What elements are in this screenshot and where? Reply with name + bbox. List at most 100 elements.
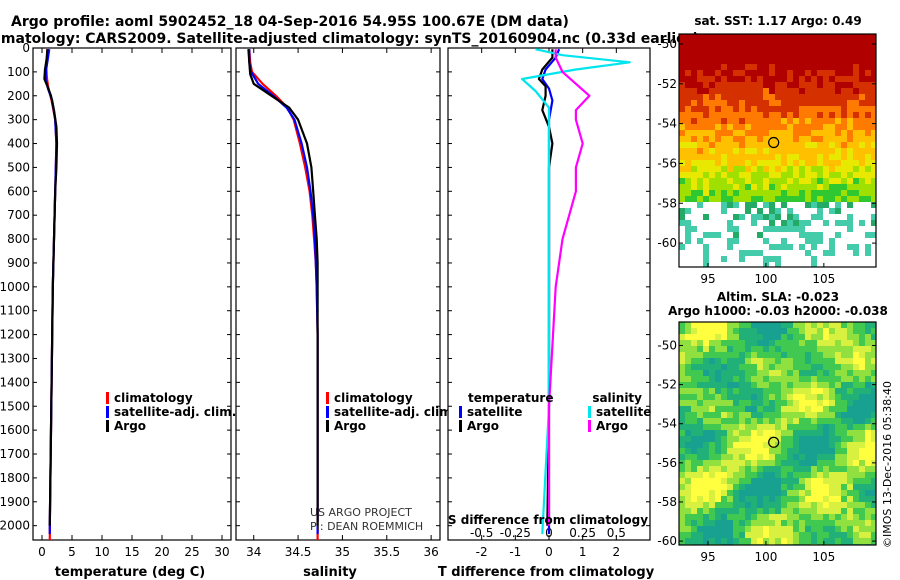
- map-cell: [847, 532, 853, 538]
- map-cell: [703, 232, 709, 238]
- map-cell: [691, 130, 697, 136]
- map-cell: [835, 538, 841, 544]
- map-cell: [835, 76, 841, 82]
- map-cell: [769, 424, 775, 430]
- map-cell: [811, 376, 817, 382]
- map-cell: [679, 76, 685, 82]
- map-cell: [703, 46, 709, 52]
- map-cell: [823, 340, 829, 346]
- map-cell: [715, 388, 721, 394]
- map-cell: [835, 70, 841, 76]
- map-cell: [757, 376, 763, 382]
- map-cell: [859, 160, 865, 166]
- map-cell: [847, 352, 853, 358]
- map-cell: [871, 340, 876, 346]
- map-cell: [781, 400, 787, 406]
- map-cell: [847, 118, 853, 124]
- map-cell: [721, 430, 727, 436]
- map-cell: [703, 40, 709, 46]
- map-cell: [763, 484, 769, 490]
- map-cell: [859, 184, 865, 190]
- map-cell: [781, 448, 787, 454]
- map-cell: [817, 430, 823, 436]
- sal-legend-swatch-climatology: [326, 392, 329, 404]
- map-cell: [793, 340, 799, 346]
- map-cell: [709, 154, 715, 160]
- map-cell: [727, 502, 733, 508]
- map-cell: [799, 46, 805, 52]
- map-cell: [853, 526, 859, 532]
- map-cell: [835, 172, 841, 178]
- map-cell: [751, 154, 757, 160]
- map-cell: [799, 388, 805, 394]
- map-cell: [853, 460, 859, 466]
- map-cell: [841, 532, 847, 538]
- map-cell: [871, 424, 876, 430]
- map-cell: [703, 34, 709, 40]
- map-cell: [811, 106, 817, 112]
- map-cell: [793, 88, 799, 94]
- map-cell: [757, 124, 763, 130]
- map-cell: [871, 220, 876, 226]
- map-cell: [703, 364, 709, 370]
- map-cell: [703, 496, 709, 502]
- map-cell: [799, 460, 805, 466]
- map-cell: [745, 508, 751, 514]
- map-cell: [757, 364, 763, 370]
- map-cell: [763, 154, 769, 160]
- map-cell: [703, 400, 709, 406]
- map-cell: [697, 358, 703, 364]
- map-cell: [781, 124, 787, 130]
- map-cell: [847, 472, 853, 478]
- map-cell: [781, 418, 787, 424]
- temperature-x-axis: 0 5 10 15 20 25 30: [38, 48, 230, 559]
- sst-map-title: sat. SST: 1.17 Argo: 0.49: [694, 14, 861, 28]
- map-cell: [691, 196, 697, 202]
- map-cell: [679, 82, 685, 88]
- map-cell: [691, 448, 697, 454]
- map-cell: [793, 172, 799, 178]
- map-cell: [871, 124, 876, 130]
- map-cell: [763, 58, 769, 64]
- map-cell: [679, 466, 685, 472]
- map-cell: [739, 358, 745, 364]
- map-cell: [703, 358, 709, 364]
- map-cell: [865, 76, 871, 82]
- map-cell: [823, 106, 829, 112]
- map-cell: [787, 382, 793, 388]
- map-cell: [865, 514, 871, 520]
- map-cell: [787, 226, 793, 232]
- map-cell: [865, 64, 871, 70]
- map-cell: [823, 394, 829, 400]
- map-cell: [835, 394, 841, 400]
- map-cell: [769, 448, 775, 454]
- map-cell: [847, 46, 853, 52]
- map-cell: [757, 400, 763, 406]
- map-cell: [685, 124, 691, 130]
- map-cell: [709, 124, 715, 130]
- map-cell: [775, 322, 781, 328]
- map-cell: [703, 526, 709, 532]
- map-cell: [715, 94, 721, 100]
- map-cell: [871, 442, 876, 448]
- x-tick-label: -2: [476, 545, 488, 559]
- map-cell: [835, 40, 841, 46]
- map-cell: [859, 100, 865, 106]
- map-cell: [871, 136, 876, 142]
- map-cell: [781, 370, 787, 376]
- map-cell: [799, 382, 805, 388]
- map-cell: [865, 472, 871, 478]
- map-cell: [733, 58, 739, 64]
- map-cell: [769, 256, 775, 262]
- depth-tick-label: 2000: [0, 519, 30, 533]
- map-cell: [871, 364, 876, 370]
- map-cell: [829, 412, 835, 418]
- map-cell: [841, 340, 847, 346]
- map-cell: [805, 478, 811, 484]
- map-cell: [727, 364, 733, 370]
- map-cell: [715, 460, 721, 466]
- map-cell: [703, 442, 709, 448]
- map-cell: [721, 76, 727, 82]
- map-cell: [817, 514, 823, 520]
- map-cell: [853, 46, 859, 52]
